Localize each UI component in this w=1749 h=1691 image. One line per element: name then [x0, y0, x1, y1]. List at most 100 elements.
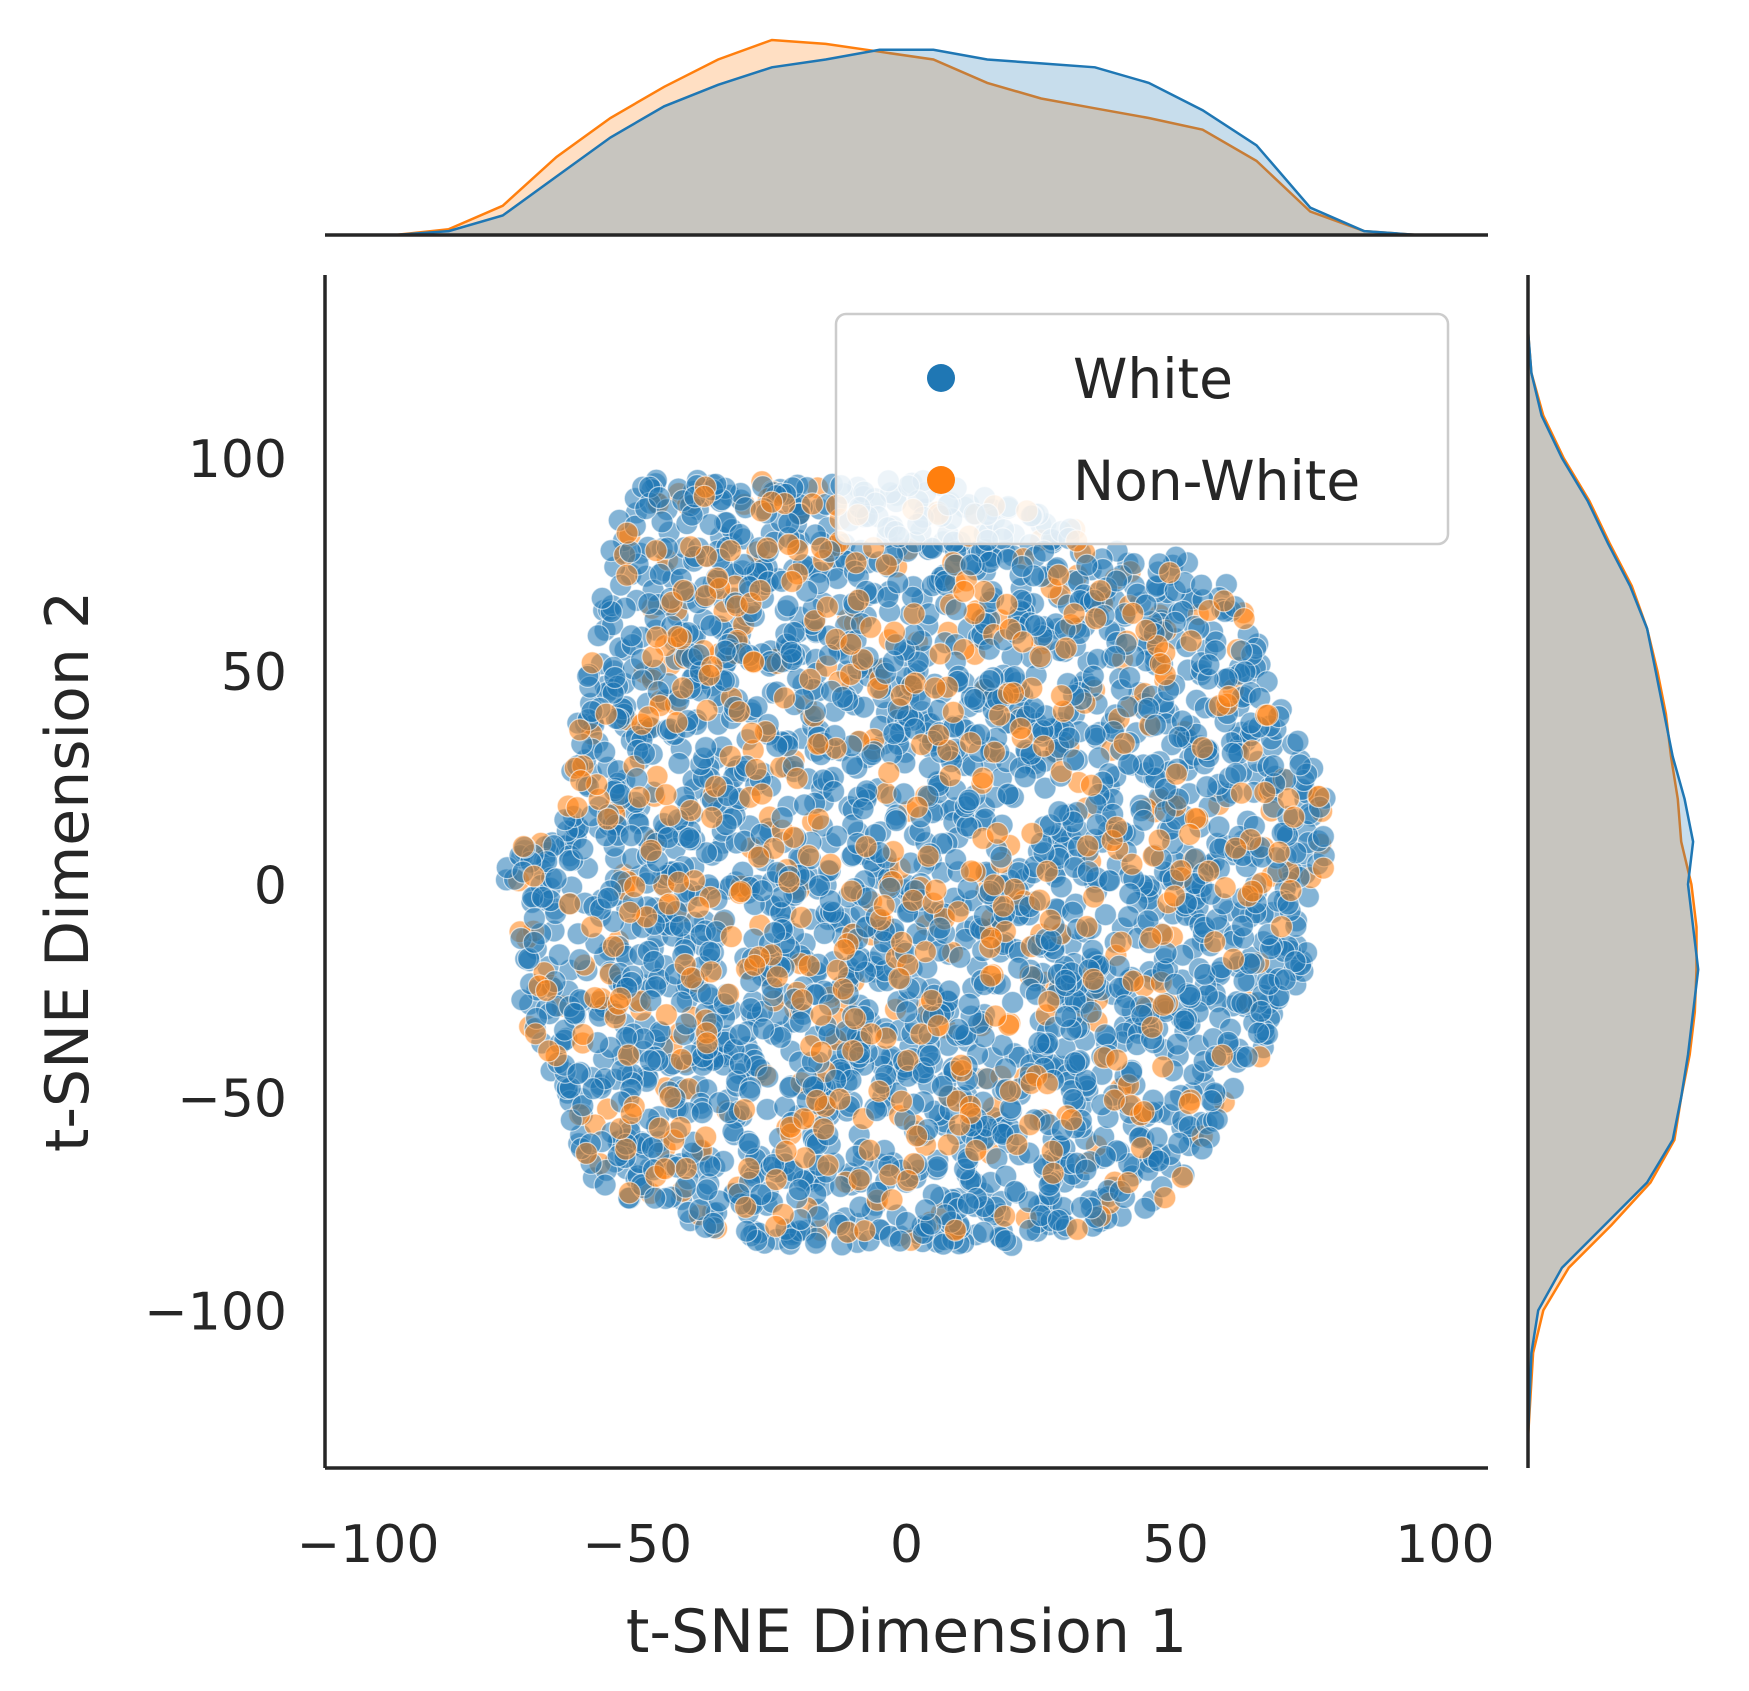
- point-non-white: [1104, 815, 1129, 839]
- point-white: [751, 1017, 776, 1041]
- point-white: [1311, 824, 1336, 849]
- point-non-white: [1147, 828, 1171, 852]
- point-non-white: [522, 864, 546, 888]
- point-non-white: [867, 1079, 891, 1103]
- point-non-white: [903, 671, 927, 695]
- point-white: [1093, 1023, 1117, 1047]
- point-white: [590, 586, 614, 610]
- point-non-white: [806, 732, 830, 756]
- y-tick-label: 100: [188, 430, 287, 490]
- point-white: [787, 1178, 812, 1202]
- point-non-white: [1148, 651, 1172, 676]
- scatter-points: [494, 468, 1337, 1258]
- point-non-white: [705, 566, 730, 590]
- point-non-white: [1102, 1088, 1127, 1112]
- point-white: [1172, 1009, 1196, 1033]
- point-non-white: [1229, 781, 1254, 805]
- point-white: [946, 1017, 970, 1042]
- top-marginal-kde: [325, 38, 1488, 237]
- point-white: [971, 1220, 996, 1244]
- point-white: [593, 1173, 617, 1197]
- point-white: [1286, 729, 1310, 753]
- point-non-white: [615, 521, 639, 545]
- point-white: [957, 788, 981, 812]
- point-non-white: [889, 930, 914, 954]
- point-non-white: [818, 852, 843, 876]
- point-white: [619, 624, 643, 648]
- point-white: [930, 1074, 954, 1098]
- point-non-white: [580, 651, 604, 675]
- point-white: [695, 1178, 719, 1202]
- point-non-white: [919, 988, 944, 1013]
- point-non-white: [733, 1195, 758, 1219]
- point-non-white: [982, 740, 1007, 764]
- point-non-white: [1054, 636, 1078, 660]
- right-kde-line-non-white: [1526, 330, 1698, 1439]
- point-non-white: [1311, 856, 1336, 880]
- point-non-white: [695, 1031, 719, 1055]
- point-non-white: [1151, 993, 1175, 1017]
- x-tick-label: 100: [1395, 1515, 1494, 1575]
- point-non-white: [657, 892, 681, 916]
- legend-marker-non-white: [927, 466, 955, 494]
- point-non-white: [1001, 681, 1026, 705]
- point-white: [956, 1192, 980, 1216]
- point-non-white: [654, 782, 678, 807]
- point-non-white: [964, 1138, 988, 1163]
- x-tick-label: −50: [582, 1515, 692, 1575]
- point-non-white: [1203, 930, 1227, 954]
- x-tick-label: 50: [1143, 1515, 1209, 1575]
- point-white: [993, 1057, 1018, 1081]
- point-non-white: [1079, 773, 1104, 797]
- point-non-white: [924, 878, 948, 902]
- point-white: [882, 721, 906, 746]
- point-non-white: [839, 879, 864, 903]
- point-non-white: [1009, 716, 1033, 741]
- point-white: [1103, 644, 1127, 668]
- point-non-white: [1005, 1132, 1029, 1157]
- point-non-white: [571, 1022, 595, 1047]
- point-non-white: [1157, 560, 1182, 585]
- point-non-white: [718, 538, 743, 563]
- point-non-white: [998, 1079, 1023, 1103]
- point-white: [812, 921, 836, 946]
- point-white: [925, 1155, 950, 1179]
- point-white: [640, 1135, 665, 1160]
- point-non-white: [1109, 930, 1133, 954]
- point-non-white: [617, 1181, 642, 1205]
- point-non-white: [692, 484, 716, 508]
- point-non-white: [704, 774, 728, 799]
- point-white: [1141, 752, 1166, 777]
- point-non-white: [785, 766, 809, 791]
- point-non-white: [781, 825, 806, 849]
- point-non-white: [983, 1004, 1008, 1028]
- point-white: [749, 1183, 773, 1207]
- point-non-white: [809, 1040, 833, 1064]
- point-non-white: [732, 1097, 757, 1122]
- point-non-white: [995, 592, 1019, 617]
- point-non-white: [760, 490, 784, 514]
- point-non-white: [853, 1219, 877, 1243]
- point-non-white: [1162, 884, 1187, 908]
- point-non-white: [669, 1047, 694, 1072]
- point-non-white: [1120, 852, 1144, 876]
- legend: White Non-White: [834, 312, 1450, 546]
- point-non-white: [971, 766, 995, 790]
- point-white: [1163, 972, 1187, 996]
- point-white: [750, 879, 774, 903]
- point-non-white: [1269, 915, 1294, 939]
- point-white: [770, 805, 794, 830]
- point-non-white: [843, 1006, 867, 1031]
- point-white: [1220, 741, 1244, 765]
- point-non-white: [1132, 1100, 1156, 1124]
- point-non-white: [671, 578, 696, 603]
- point-non-white: [534, 978, 559, 1003]
- point-non-white: [666, 870, 691, 894]
- point-non-white: [744, 757, 768, 782]
- point-non-white: [1065, 1217, 1089, 1242]
- point-non-white: [982, 873, 1006, 897]
- point-non-white: [831, 977, 855, 1001]
- point-white: [1195, 775, 1219, 799]
- point-white: [739, 996, 763, 1021]
- point-white: [821, 779, 846, 804]
